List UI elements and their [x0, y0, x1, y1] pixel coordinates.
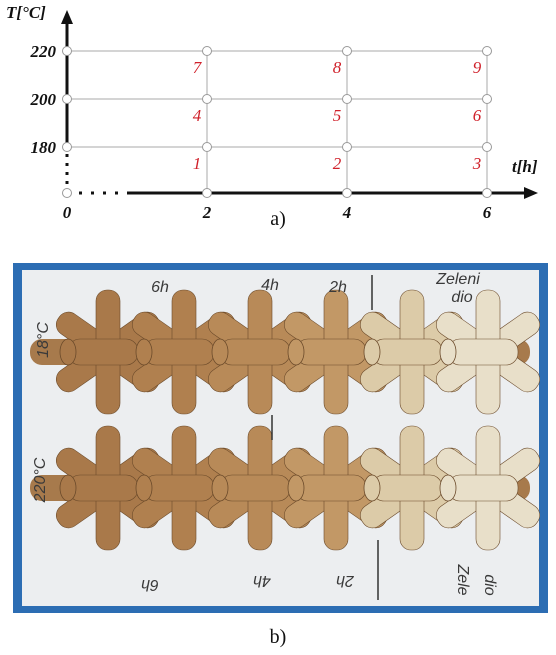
tick-node: [63, 95, 72, 104]
y-tick-label: 180: [31, 138, 57, 157]
x-arrow: [524, 187, 538, 199]
handwritten-label: 220°C: [32, 457, 49, 503]
rod: [220, 339, 290, 365]
handwritten-label: 18°C: [35, 322, 52, 358]
rod-end: [60, 339, 76, 365]
point-label: 3: [472, 154, 482, 173]
handwritten-label: Zele: [454, 563, 471, 595]
point-label: 5: [333, 106, 342, 125]
handwritten-label: 6h: [141, 576, 159, 593]
rod-end: [288, 475, 304, 501]
rod: [220, 475, 290, 501]
experiment-point: [203, 47, 212, 56]
caption: a): [270, 208, 286, 230]
x-tick-label: 0: [63, 203, 72, 222]
point-label: 8: [333, 58, 342, 77]
x-tick-label: 6: [483, 203, 492, 222]
tick-node: [63, 47, 72, 56]
handwritten-label: 4h: [261, 277, 279, 294]
x-tick-label: 4: [342, 203, 352, 222]
rod: [296, 475, 366, 501]
x-tick-label: 2: [202, 203, 212, 222]
tick-node: [203, 189, 212, 198]
tick-node: [63, 189, 72, 198]
y-tick-label: 220: [30, 42, 57, 61]
handwritten-label: 2h: [336, 572, 355, 589]
rod-end: [440, 339, 456, 365]
rod-end: [136, 475, 152, 501]
rod: [448, 339, 518, 365]
rod-end: [212, 475, 228, 501]
experiment-point: [483, 47, 492, 56]
rod: [68, 475, 138, 501]
rod-end: [136, 339, 152, 365]
y-axis-label: T[°C]: [6, 3, 46, 22]
point-label: 2: [333, 154, 342, 173]
tick-node: [343, 189, 352, 198]
rod-end: [212, 339, 228, 365]
point-label: 9: [473, 58, 482, 77]
experiment-point: [203, 143, 212, 152]
experiment-point: [483, 95, 492, 104]
point-label: 7: [193, 58, 203, 77]
figure: T[°C] t[h] 0 2 4 6 180 200 220 1 2 3 4 5 6 7 8 9 a) 6h 4…: [0, 0, 556, 655]
rod-end: [60, 475, 76, 501]
experiment-point: [343, 95, 352, 104]
y-arrow: [61, 10, 73, 24]
experiment-point: [343, 143, 352, 152]
y-tick-label: 200: [30, 90, 57, 109]
rod: [144, 475, 214, 501]
handwritten-label: 2h: [328, 279, 347, 296]
tick-node: [63, 143, 72, 152]
caption: b): [270, 626, 287, 648]
rod: [296, 339, 366, 365]
tick-node: [483, 189, 492, 198]
experiment-point: [203, 95, 212, 104]
rod: [372, 339, 442, 365]
rod-end: [440, 475, 456, 501]
handwritten-label: 4h: [253, 572, 271, 589]
handwritten-label: 6h: [151, 279, 169, 296]
handwritten-label: dio: [451, 289, 472, 306]
experiment-point: [483, 143, 492, 152]
handwritten-label: dio: [481, 574, 498, 595]
rod: [144, 339, 214, 365]
point-label: 1: [193, 154, 202, 173]
point-label: 6: [473, 106, 482, 125]
handwritten-label: Zeleni: [435, 271, 480, 288]
design-diagram: T[°C] t[h] 0 2 4 6 180 200 220 1 2 3 4 5 6 7 8 9: [6, 3, 538, 222]
rod-end: [364, 475, 380, 501]
rod: [448, 475, 518, 501]
x-axis-label: t[h]: [512, 157, 538, 176]
rod: [372, 475, 442, 501]
point-label: 4: [193, 106, 202, 125]
rod: [68, 339, 138, 365]
experiment-point: [343, 47, 352, 56]
rod-end: [364, 339, 380, 365]
rod-end: [288, 339, 304, 365]
